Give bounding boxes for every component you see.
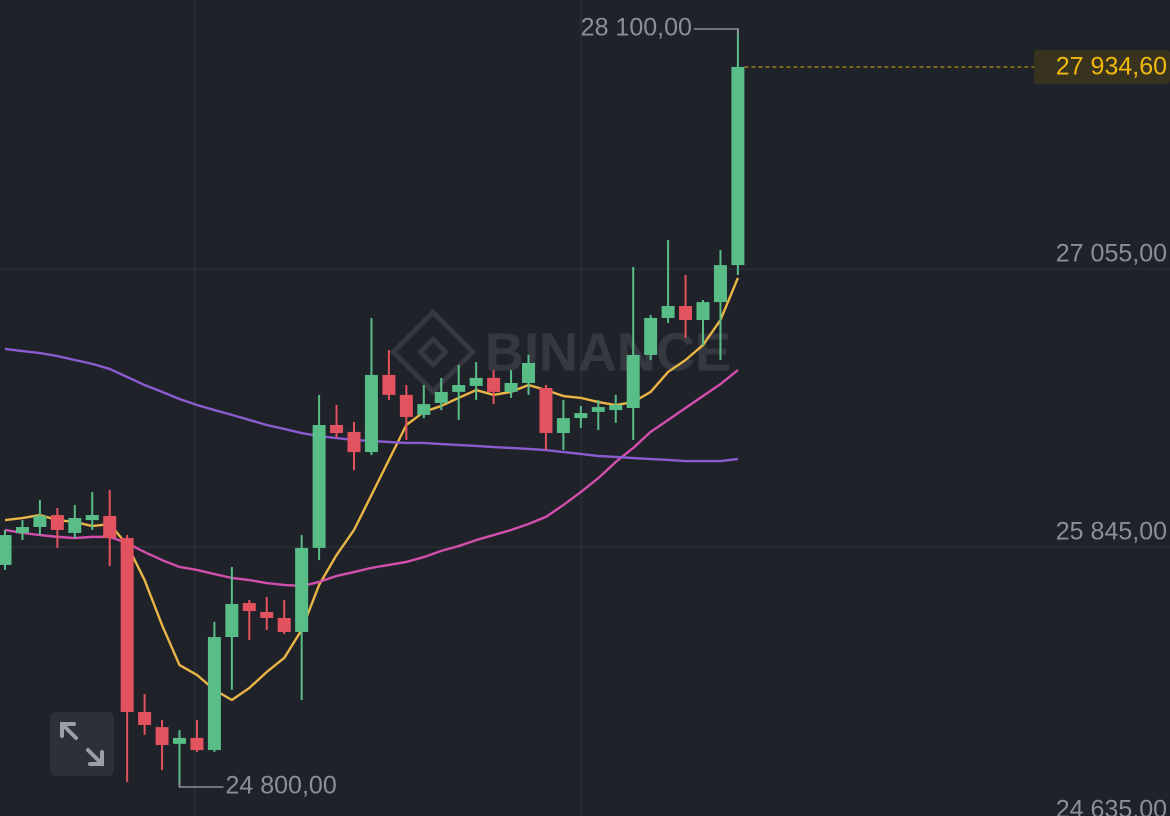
candle-body	[190, 737, 204, 751]
candle-body	[644, 317, 658, 355]
candle-body	[68, 518, 82, 533]
candle-body	[626, 354, 640, 408]
expand-icon	[60, 722, 104, 766]
candle-body	[679, 306, 693, 321]
candle-body	[330, 425, 344, 434]
candle-body	[295, 547, 309, 632]
candle-body	[260, 612, 274, 618]
y-tick-label: 24 635,00	[1056, 796, 1167, 816]
candle-body	[33, 515, 47, 527]
candle-body	[696, 302, 710, 321]
candle-body	[731, 66, 745, 266]
candle-body	[661, 306, 675, 318]
candle-body	[225, 603, 239, 638]
candle-body	[364, 374, 378, 453]
candle-body	[591, 407, 605, 412]
candle-body	[574, 413, 588, 419]
candle-body	[155, 727, 169, 746]
high-marker-line	[693, 28, 739, 35]
candle-body	[242, 603, 256, 612]
candle-body	[50, 515, 64, 530]
candle-body	[469, 377, 483, 386]
candle-body	[85, 515, 99, 521]
watermark: BINANCE	[389, 308, 731, 396]
low-marker-line	[178, 781, 224, 788]
candle-body	[434, 391, 448, 403]
candle-body	[452, 385, 466, 392]
candle-body	[417, 404, 431, 415]
candle-body	[207, 637, 221, 751]
candle-body	[0, 535, 12, 565]
candle-body	[277, 617, 291, 632]
candle-body	[173, 737, 186, 744]
candle-body	[539, 388, 553, 434]
candle-body	[522, 362, 535, 383]
candle-body	[120, 538, 134, 712]
expand-button[interactable]	[50, 712, 114, 776]
y-tick-label: 25 845,00	[1056, 518, 1167, 546]
candle-body	[556, 418, 570, 434]
candle-body	[504, 382, 518, 392]
candle-body	[487, 377, 501, 392]
candle-body	[103, 515, 117, 539]
y-tick-label: 27 055,00	[1056, 240, 1167, 268]
last-price-label: 27 934,60	[1056, 53, 1167, 81]
expand-button-bg[interactable]	[50, 712, 114, 776]
last-price-box	[1034, 49, 1170, 84]
candle-body	[347, 431, 361, 453]
low-marker-label: 24 800,00	[226, 772, 337, 800]
high-marker-label: 28 100,00	[581, 14, 692, 42]
candle-body	[399, 394, 413, 417]
candle-body	[15, 527, 29, 533]
candle-body	[382, 374, 396, 395]
candle-body	[138, 711, 152, 726]
candle-body	[609, 405, 623, 411]
candle-body	[713, 265, 727, 303]
candle-body	[312, 425, 326, 548]
